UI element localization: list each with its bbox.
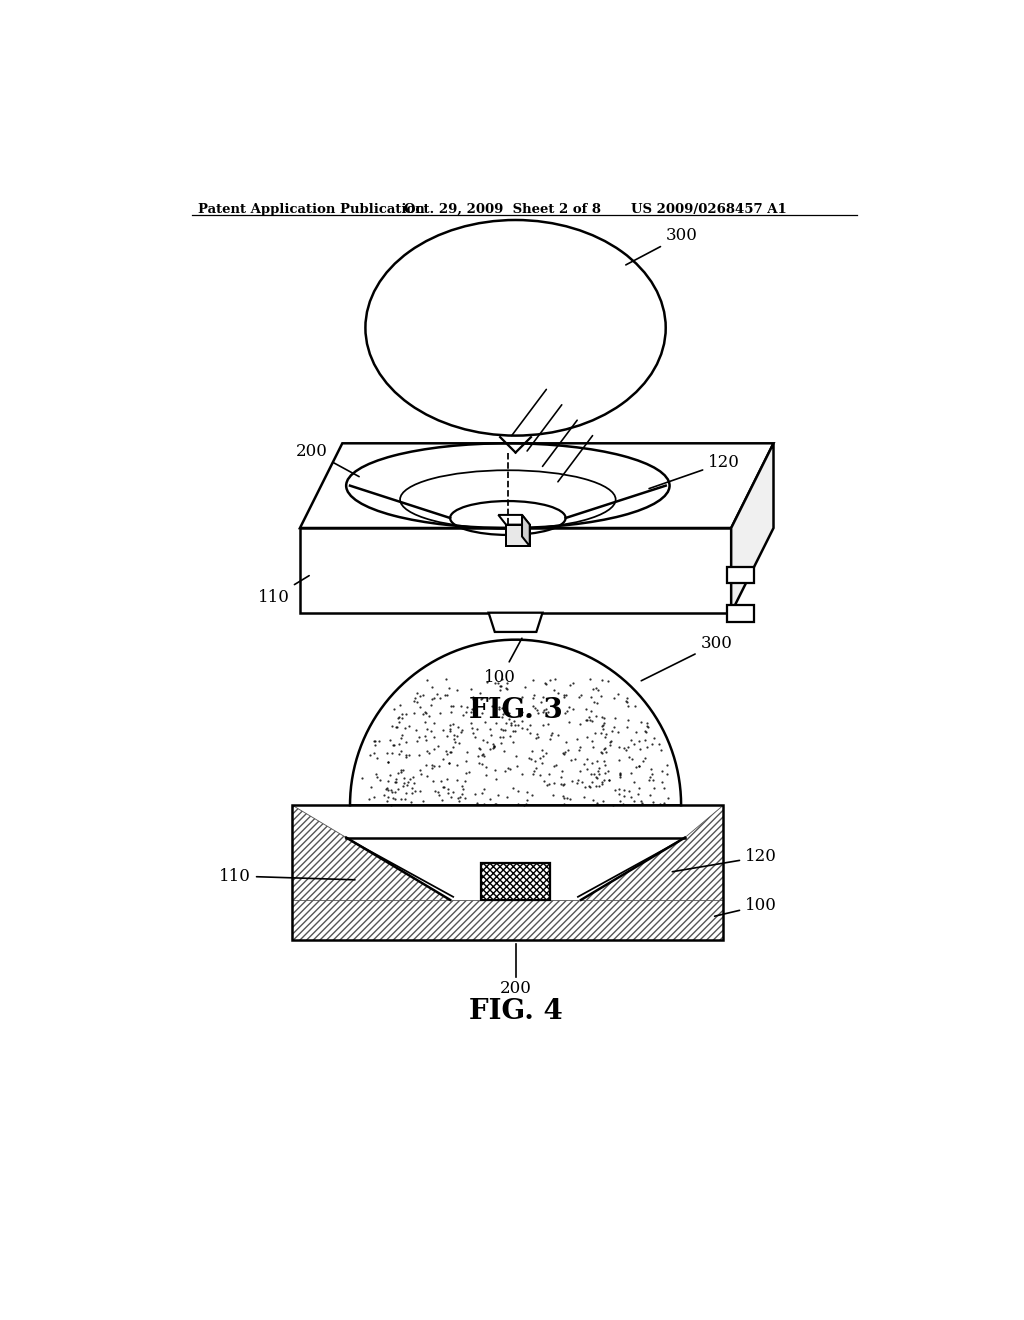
Polygon shape — [731, 444, 773, 612]
Text: 100: 100 — [715, 896, 777, 916]
Text: 110: 110 — [258, 576, 309, 606]
Polygon shape — [292, 805, 451, 940]
Text: Patent Application Publication: Patent Application Publication — [199, 203, 425, 216]
Text: 100: 100 — [484, 669, 516, 686]
Polygon shape — [499, 515, 529, 524]
Text: 120: 120 — [649, 454, 740, 488]
Polygon shape — [300, 528, 731, 612]
Text: FIG. 4: FIG. 4 — [469, 998, 562, 1024]
Polygon shape — [581, 805, 724, 940]
FancyBboxPatch shape — [727, 566, 755, 583]
Polygon shape — [522, 515, 529, 546]
Text: 300: 300 — [626, 227, 697, 265]
Text: 300: 300 — [641, 635, 732, 681]
Text: US 2009/0268457 A1: US 2009/0268457 A1 — [631, 203, 786, 216]
Text: 200: 200 — [500, 979, 531, 997]
Polygon shape — [488, 612, 543, 632]
Text: Oct. 29, 2009  Sheet 2 of 8: Oct. 29, 2009 Sheet 2 of 8 — [403, 203, 601, 216]
Polygon shape — [506, 524, 529, 546]
Text: 110: 110 — [219, 867, 355, 884]
Polygon shape — [300, 444, 773, 528]
Text: 120: 120 — [673, 849, 777, 871]
Text: FIG. 3: FIG. 3 — [469, 697, 562, 725]
FancyBboxPatch shape — [727, 605, 755, 622]
Text: 200: 200 — [296, 442, 359, 477]
Polygon shape — [292, 900, 724, 940]
Bar — [481, 863, 550, 900]
